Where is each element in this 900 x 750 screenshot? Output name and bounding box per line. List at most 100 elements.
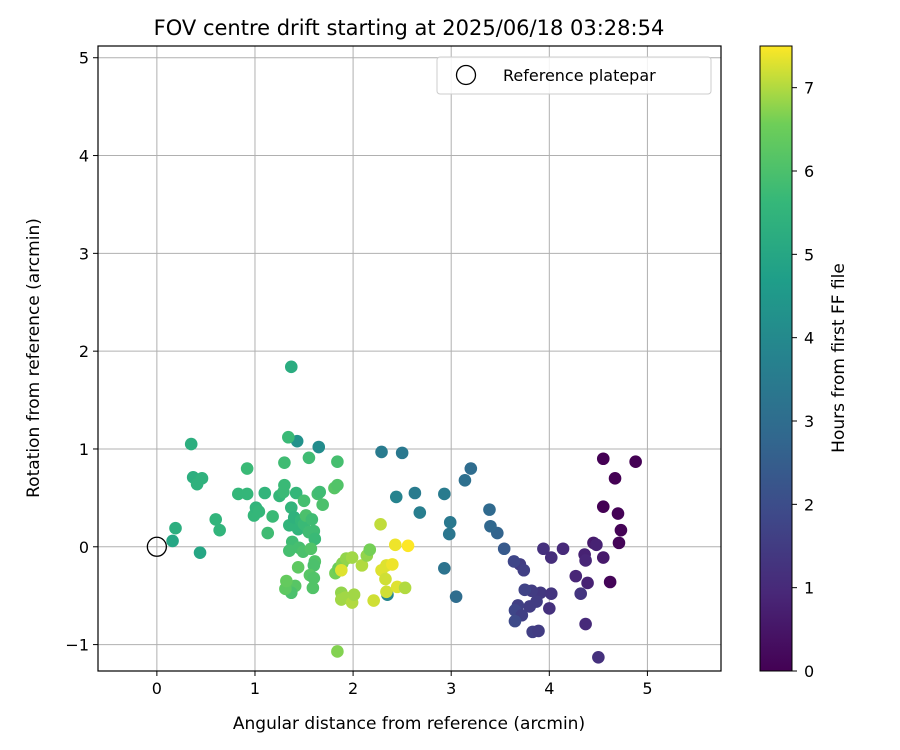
x-tick-label: 2 <box>348 679 358 698</box>
data-point <box>596 500 610 513</box>
x-tick-label: 0 <box>152 679 162 698</box>
data-point <box>508 614 522 628</box>
data-point <box>313 485 327 499</box>
data-point <box>306 581 320 595</box>
y-tick-label: 1 <box>79 440 89 459</box>
data-point <box>335 563 348 577</box>
data-point <box>596 551 610 564</box>
data-point <box>184 437 198 451</box>
data-point <box>596 452 610 466</box>
data-point <box>169 521 182 535</box>
data-point <box>507 555 521 568</box>
data-point <box>367 594 380 607</box>
data-point <box>261 526 275 540</box>
data-point <box>355 559 369 572</box>
legend-box <box>436 56 712 95</box>
colorbar <box>759 45 793 672</box>
data-point <box>258 486 272 500</box>
data-point <box>483 503 496 516</box>
data-point <box>291 561 305 574</box>
data-point <box>592 651 605 664</box>
colorbar-ticks: 0 1 2 3 4 5 6 7 <box>792 79 814 681</box>
data-point <box>278 456 291 469</box>
data-point <box>608 472 622 485</box>
data-point <box>278 478 291 492</box>
y-tick-label: 3 <box>79 244 89 263</box>
data-point <box>438 562 451 575</box>
scatter-points <box>166 360 642 664</box>
data-point <box>282 430 295 444</box>
data-point <box>331 478 344 492</box>
plot-frame <box>97 45 722 672</box>
data-point <box>569 569 583 583</box>
data-point <box>289 486 303 500</box>
colorbar-tick-label: 1 <box>804 579 814 598</box>
data-point <box>307 559 321 572</box>
data-point <box>305 513 319 526</box>
data-point <box>579 617 592 631</box>
data-point <box>574 587 588 601</box>
data-point <box>544 551 558 564</box>
legend: Reference platepar <box>436 56 712 95</box>
data-point <box>442 527 456 541</box>
colorbar-label: Hours from first FF file <box>829 263 849 453</box>
x-tick-label: 4 <box>544 679 554 698</box>
data-point <box>537 542 550 556</box>
y-axis-label: Rotation from reference (arcmin) <box>24 218 44 498</box>
data-point <box>543 602 556 615</box>
colorbar-tick-label: 6 <box>804 162 814 181</box>
data-point <box>297 494 311 508</box>
data-point <box>379 572 392 586</box>
data-point <box>449 590 463 603</box>
data-point <box>266 510 279 523</box>
data-point <box>611 507 625 520</box>
legend-marker <box>455 64 477 86</box>
data-point <box>438 487 451 501</box>
data-point <box>443 516 457 529</box>
data-point <box>629 455 642 468</box>
x-axis-label: Angular distance from reference (arcmin) <box>233 714 585 734</box>
grid <box>98 46 721 671</box>
data-point <box>209 513 223 526</box>
data-point <box>195 472 209 485</box>
data-point <box>484 519 497 533</box>
chart-title: FOV centre drift starting at 2025/06/18 … <box>154 16 665 40</box>
data-point <box>304 542 318 556</box>
data-point <box>612 536 626 550</box>
data-point <box>375 445 388 459</box>
colorbar-tick-label: 0 <box>804 662 814 681</box>
data-point <box>193 546 207 559</box>
data-point <box>363 543 377 557</box>
data-point <box>581 576 594 590</box>
data-point <box>331 645 344 658</box>
data-point <box>166 534 179 548</box>
colorbar-tick-label: 3 <box>804 412 814 431</box>
data-point <box>523 600 536 613</box>
x-tick-label: 5 <box>642 679 652 698</box>
data-point <box>544 587 558 601</box>
data-point <box>389 490 403 504</box>
data-point <box>497 542 511 556</box>
data-point <box>252 505 266 518</box>
data-point <box>335 593 348 606</box>
data-point <box>579 554 592 567</box>
x-axis-ticks: 0 1 2 3 4 5 <box>152 671 653 698</box>
y-tick-label: 5 <box>79 49 89 68</box>
colorbar-tick-label: 7 <box>804 79 814 98</box>
x-tick-label: 3 <box>446 679 456 698</box>
data-point <box>464 462 478 475</box>
x-tick-label: 1 <box>250 679 260 698</box>
data-point <box>532 624 545 638</box>
data-point <box>280 574 293 588</box>
data-point <box>347 588 361 602</box>
reference-marker <box>146 536 168 557</box>
data-point <box>302 451 316 465</box>
data-point <box>213 523 226 537</box>
data-point <box>307 571 321 585</box>
data-point <box>345 551 359 564</box>
data-point <box>380 585 393 599</box>
data-point <box>308 532 322 546</box>
data-point <box>408 486 422 500</box>
colorbar-tick-label: 5 <box>804 245 814 264</box>
